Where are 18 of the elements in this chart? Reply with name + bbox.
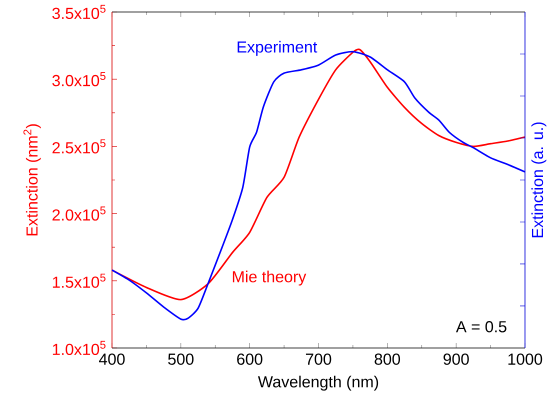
x-tick-label: 400 (99, 354, 125, 365)
y-axis-title: Extinction (nm$^{2}$) (23, 124, 41, 236)
series-label: Mie theory (232, 270, 306, 286)
x-tick-label: 700 (306, 354, 332, 365)
y-tick-label: 2.5x10$^{5}$ (52, 139, 106, 154)
series-label: Experiment (238, 40, 318, 56)
y-tick-label: 1.5x10$^{5}$ (52, 274, 106, 288)
y2-axis-title: Extinction (a. u.) (531, 122, 546, 238)
annotation: A = 0.5 (456, 321, 506, 332)
x-tick-label: 500 (168, 354, 194, 365)
x-tick-label: 900 (444, 354, 469, 365)
y-tick-label: 3.0x10$^{5}$ (52, 72, 106, 86)
x-axis-title: Wavelength (nm) (258, 376, 378, 391)
x-tick-label: 1000 (508, 354, 542, 365)
x-tick-label: 800 (374, 354, 400, 365)
x-tick-label: 600 (237, 354, 262, 365)
y-tick-label: 2.0x10$^{5}$ (52, 206, 106, 221)
y-tick-label: 3.5x10$^{5}$ (52, 4, 106, 20)
